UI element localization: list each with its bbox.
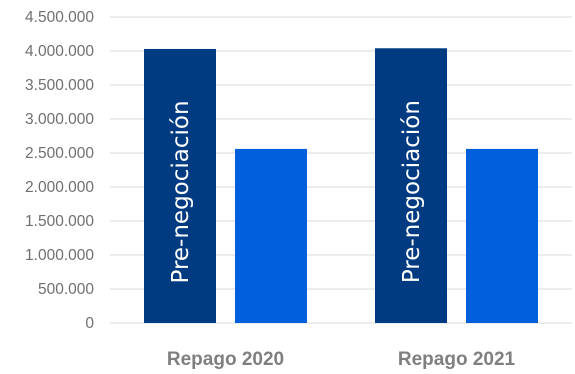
y-tick-label: 2.500.000 bbox=[25, 145, 94, 162]
x-tick-label: Repago 2021 bbox=[398, 349, 516, 370]
bar bbox=[144, 48, 216, 324]
y-tick-label: 2.000.000 bbox=[25, 179, 94, 196]
bar bbox=[466, 148, 538, 323]
bar bbox=[235, 148, 307, 323]
y-tick-label: 3.500.000 bbox=[25, 77, 94, 94]
x-tick-label: Repago 2020 bbox=[167, 349, 284, 370]
bars bbox=[144, 48, 538, 324]
y-tick-label: 3.000.000 bbox=[25, 111, 94, 128]
y-tick-label: 4.500.000 bbox=[25, 9, 94, 26]
y-tick-label: 1.500.000 bbox=[25, 213, 94, 230]
bar-label: Pre-negociación bbox=[399, 100, 425, 283]
bar-labels: Pre-negociación Pre-negociación bbox=[168, 100, 425, 283]
bar-label: Pre-negociación bbox=[168, 100, 194, 283]
bar bbox=[375, 48, 447, 323]
y-tick-label: 4.000.000 bbox=[25, 43, 94, 60]
y-tick-label: 1.000.000 bbox=[25, 247, 94, 264]
y-axis-tick-labels: 0 500.000 1.000.000 1.500.000 2.000.000 2.500… bbox=[25, 9, 94, 332]
x-axis-tick-labels: Repago 2020 Repago 2021 bbox=[167, 349, 516, 370]
y-tick-label: 0 bbox=[85, 315, 94, 332]
y-tick-label: 500.000 bbox=[38, 281, 94, 298]
